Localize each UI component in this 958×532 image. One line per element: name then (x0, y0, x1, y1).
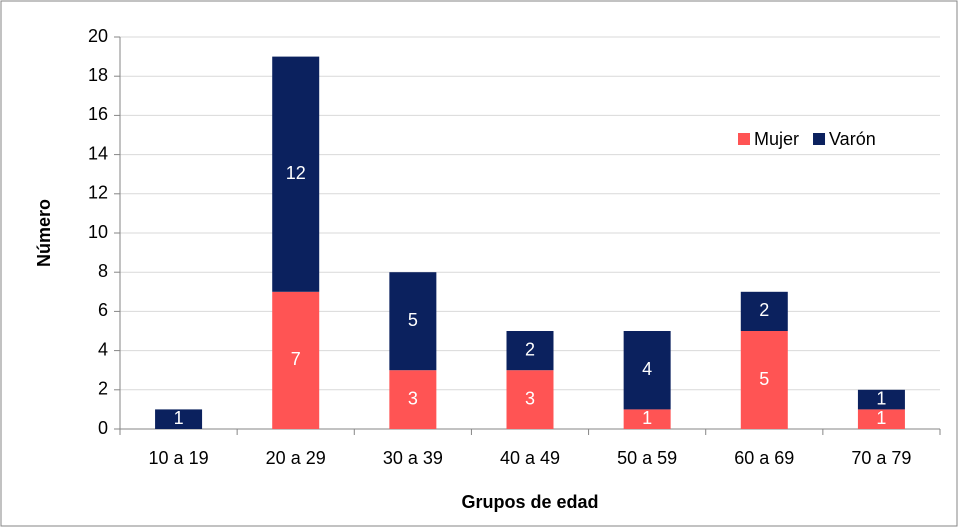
bar-segment (272, 56, 320, 292)
y-tick-label: 16 (88, 104, 108, 124)
data-label: 7 (291, 349, 301, 369)
y-tick-label: 6 (98, 300, 108, 320)
bar-segment (389, 370, 437, 429)
data-label: 3 (408, 388, 418, 408)
legend-label: Varón (829, 129, 876, 149)
x-tick-label: 30 a 39 (383, 448, 443, 468)
data-label: 5 (408, 310, 418, 330)
x-tick-label: 40 a 49 (500, 448, 560, 468)
bar-segment (857, 409, 905, 429)
legend-label: Mujer (754, 129, 799, 149)
x-tick-label: 70 a 79 (851, 448, 911, 468)
x-tick-label: 50 a 59 (617, 448, 677, 468)
y-tick-label: 0 (98, 418, 108, 438)
y-tick-label: 18 (88, 65, 108, 85)
bar-segment (740, 291, 788, 331)
data-label: 3 (525, 388, 535, 408)
data-label: 1 (876, 408, 886, 428)
y-tick-label: 12 (88, 183, 108, 203)
x-axis-title: Grupos de edad (461, 492, 598, 512)
y-tick-label: 8 (98, 261, 108, 281)
y-tick-label: 14 (88, 143, 108, 163)
bar-segment (155, 409, 203, 429)
data-label: 1 (174, 408, 184, 428)
data-label: 12 (286, 163, 306, 183)
bar-segment (506, 370, 554, 429)
data-label: 5 (759, 369, 769, 389)
bar-segment (389, 272, 437, 371)
bar-segment (272, 291, 320, 429)
data-label: 2 (759, 300, 769, 320)
y-tick-label: 20 (88, 26, 108, 46)
x-tick-label: 10 a 19 (149, 448, 209, 468)
data-label: 1 (876, 388, 886, 408)
y-tick-label: 10 (88, 222, 108, 242)
bar-segment (857, 389, 905, 410)
bar-segment (506, 331, 554, 371)
y-tick-label: 4 (98, 339, 108, 359)
data-label: 4 (642, 359, 652, 379)
legend-swatch (813, 133, 826, 145)
x-tick-label: 60 a 69 (734, 448, 794, 468)
bar-segment (740, 331, 788, 429)
bar-segment (623, 331, 671, 410)
legend-swatch (738, 133, 750, 145)
y-tick-label: 2 (98, 379, 108, 399)
x-tick-label: 20 a 29 (266, 448, 326, 468)
y-axis-title: Número (34, 199, 54, 267)
bar-segment (623, 409, 671, 429)
data-label: 1 (642, 408, 652, 428)
data-label: 2 (525, 339, 535, 359)
